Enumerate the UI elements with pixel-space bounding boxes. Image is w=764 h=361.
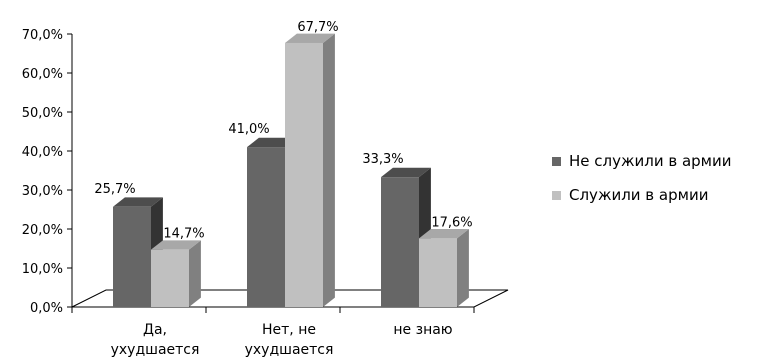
data-label: 67,7% (297, 20, 338, 35)
legend-swatch-not-served (552, 156, 561, 166)
bar-top (247, 137, 297, 148)
x-category-label: не знаю (393, 322, 452, 338)
bar-side (323, 33, 335, 308)
y-tick-label: 10,0% (22, 262, 63, 277)
legend-label-served: Служили в армии (569, 186, 709, 204)
bar-top (381, 167, 431, 178)
bar-top (285, 33, 335, 43)
data-label: 25,7% (94, 182, 135, 197)
x-category-label: ухудшается (245, 342, 334, 358)
x-category-label: Да, (143, 322, 167, 338)
y-tick-label: 0,0% (30, 301, 63, 316)
legend-item-not-served: Не служили в армии (552, 150, 732, 172)
y-tick-label: 30,0% (22, 184, 63, 199)
y-tick-label: 60,0% (22, 67, 63, 82)
y-tick-label: 70,0% (22, 28, 63, 43)
y-tick-label: 50,0% (22, 106, 63, 121)
data-label: 14,7% (163, 227, 204, 242)
bar-side (457, 229, 469, 307)
bar (247, 147, 285, 307)
bar-top (113, 197, 163, 207)
bar (419, 238, 457, 307)
bar (151, 249, 189, 307)
bar (381, 177, 419, 307)
bar (285, 42, 323, 307)
x-category-label: Нет, не (262, 322, 316, 338)
y-tick-label: 20,0% (22, 223, 63, 238)
data-label: 17,6% (431, 215, 472, 230)
bar (113, 206, 151, 307)
y-tick-label: 40,0% (22, 145, 63, 160)
data-label: 41,0% (228, 122, 269, 137)
bar-top (151, 240, 201, 250)
legend-swatch-served (552, 190, 561, 200)
data-label: 33,3% (362, 152, 403, 167)
legend: Не служили в армии Служили в армии (552, 150, 732, 218)
legend-label-not-served: Не служили в армии (569, 152, 732, 170)
x-category-label: ухудшается (111, 342, 200, 358)
bar-top (419, 229, 469, 239)
bar-side (189, 240, 201, 307)
legend-item-served: Служили в армии (552, 184, 732, 206)
